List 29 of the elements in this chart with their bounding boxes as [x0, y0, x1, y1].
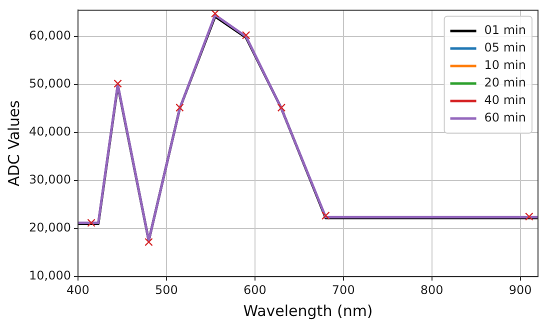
point [144, 238, 153, 246]
y-tick-label: 10,000 [28, 268, 71, 283]
x-tick-label: 600 [243, 282, 266, 297]
y-tick-label: 50,000 [28, 76, 71, 91]
legend-label: 05 min [484, 40, 526, 55]
x-axis-title: Wavelength (nm) [243, 302, 373, 320]
legend-label: 20 min [484, 76, 526, 90]
y-tick-label: 30,000 [28, 172, 71, 187]
y-axis-title: ADC Values [4, 100, 23, 186]
y-tick-label: 60,000 [28, 28, 71, 43]
x-tick-label: 900 [508, 282, 532, 297]
y-tick-label: 40,000 [28, 124, 71, 139]
x-tick-label: 400 [66, 282, 90, 297]
point [87, 218, 96, 227]
point [114, 80, 122, 88]
legend-label: 10 min [484, 58, 526, 72]
point [525, 212, 534, 221]
x-tick-label: 700 [332, 282, 355, 297]
x-tick-label: 800 [420, 282, 444, 297]
x-tick-label: 500 [155, 282, 178, 297]
point [242, 31, 250, 40]
point [210, 10, 220, 18]
point [176, 104, 184, 112]
point [277, 104, 286, 112]
y-tick-label: 20,000 [28, 220, 71, 235]
legend-label: 40 min [484, 93, 526, 108]
legend-label: 60 min [484, 110, 526, 125]
legend-label: 01 min [484, 23, 526, 38]
point [322, 212, 330, 220]
